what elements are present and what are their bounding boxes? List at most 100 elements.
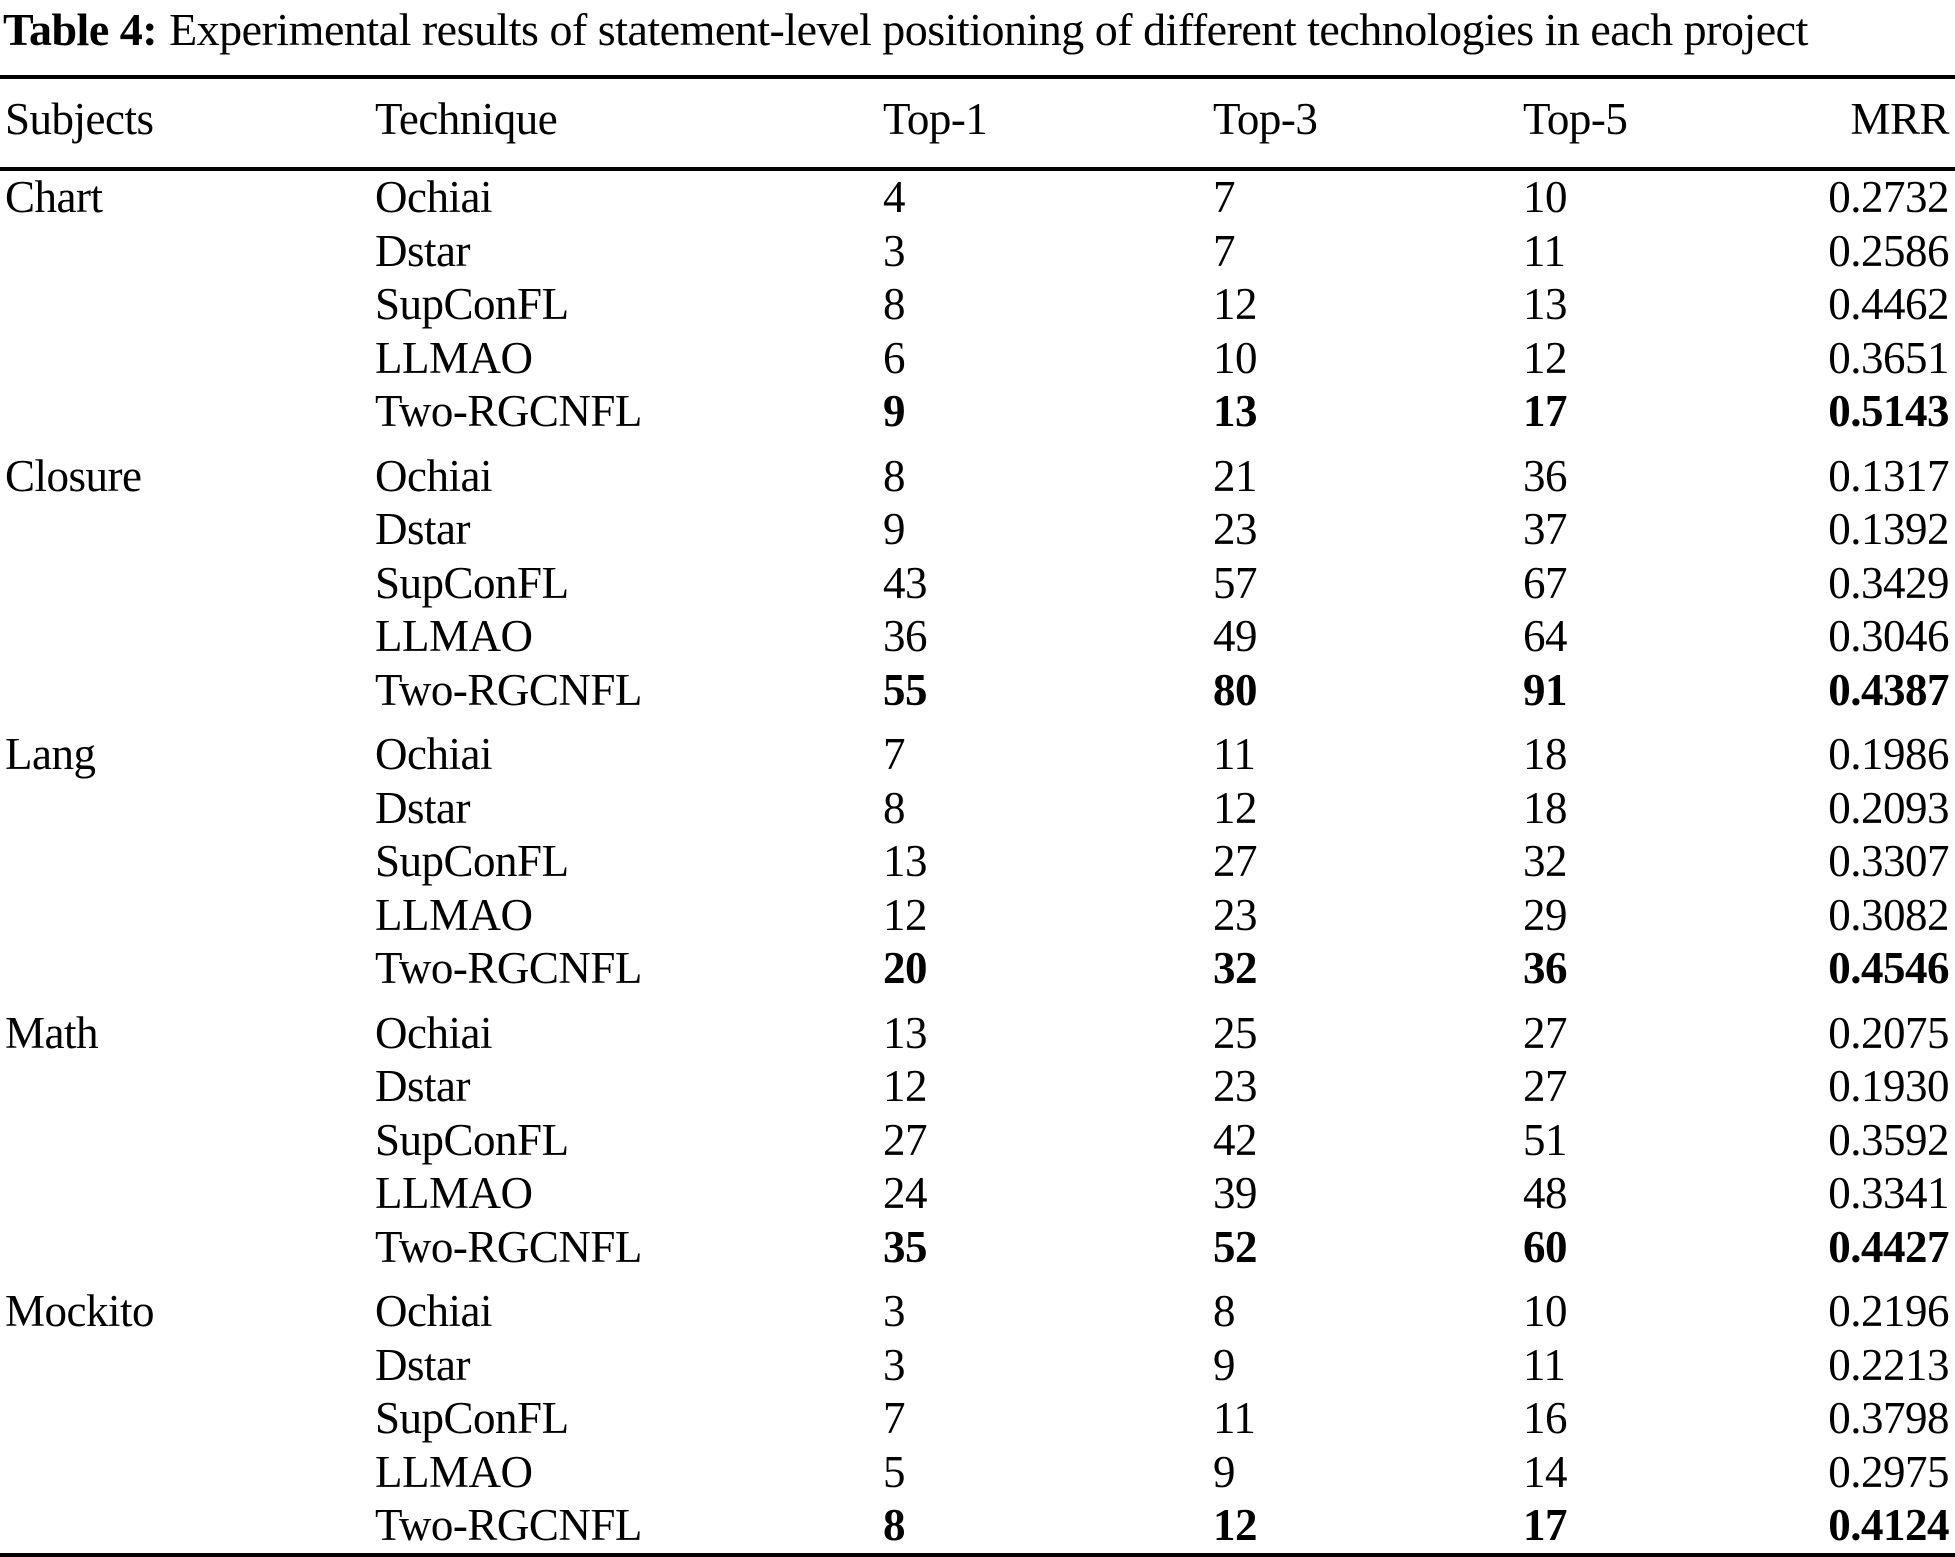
- cell-mrr: 0.3651: [1828, 332, 1949, 383]
- header-row: Subjects Technique Top-1 Top-3 Top-5 MRR: [0, 77, 1955, 171]
- cell-top3: 23: [1213, 504, 1258, 554]
- cell-top1: 3: [883, 1286, 906, 1336]
- cell-technique: Ochiai: [375, 1286, 492, 1336]
- cell-top1: 12: [883, 889, 928, 940]
- cell-top3: 57: [1213, 557, 1258, 608]
- cell-subject: [0, 1446, 375, 1500]
- table-row: Dstar 12 23 27 0.1930: [0, 1060, 1955, 1114]
- cell-top3: 23: [1213, 1061, 1258, 1111]
- cell-subject: Math: [5, 1007, 99, 1058]
- column-header-top3: Top-3: [1213, 77, 1523, 171]
- cell-top1: 4: [883, 172, 906, 222]
- table-body: Chart Ochiai 4 7 10 0.2732 Dstar 3 7 11 0.2586 SupC…: [0, 169, 1955, 1555]
- cell-subject: [0, 664, 375, 718]
- cell-technique: Dstar: [375, 1061, 470, 1111]
- cell-top5: 16: [1523, 1393, 1568, 1443]
- cell-top3: 9: [1213, 1339, 1236, 1390]
- cell-top1: 24: [883, 1168, 928, 1218]
- table-row: Math Ochiai 13 25 27 0.2075: [0, 996, 1955, 1061]
- cell-subject: [0, 225, 375, 279]
- cell-subject: [0, 1499, 375, 1555]
- cell-top3: 49: [1213, 611, 1258, 661]
- cell-top5: 36: [1523, 943, 1568, 993]
- table-row: Dstar 9 23 37 0.1392: [0, 503, 1955, 557]
- cell-top5: 13: [1523, 279, 1568, 329]
- cell-mrr: 0.5143: [1828, 386, 1949, 436]
- cell-top5: 11: [1523, 225, 1566, 276]
- cell-top3: 13: [1213, 386, 1258, 436]
- cell-top3: 7: [1213, 172, 1236, 222]
- cell-technique: Ochiai: [375, 729, 492, 779]
- cell-top1: 36: [883, 611, 928, 661]
- cell-top5: 29: [1523, 889, 1568, 940]
- table-row: Dstar 3 9 11 0.2213: [0, 1339, 1955, 1393]
- cell-top5: 60: [1523, 1221, 1568, 1272]
- table-row: LLMAO 12 23 29 0.3082: [0, 889, 1955, 943]
- cell-mrr: 0.2075: [1828, 1007, 1949, 1058]
- cell-technique: Dstar: [375, 1339, 470, 1390]
- table-row: Closure Ochiai 8 21 36 0.1317: [0, 439, 1955, 504]
- table-header: Subjects Technique Top-1 Top-3 Top-5 MRR: [0, 77, 1955, 171]
- cell-top5: 17: [1523, 386, 1568, 436]
- cell-technique: LLMAO: [375, 332, 533, 383]
- cell-subject: Lang: [5, 729, 96, 779]
- cell-top1: 5: [883, 1446, 906, 1497]
- table-row: Mockito Ochiai 3 8 10 0.2196: [0, 1274, 1955, 1339]
- cell-top5: 12: [1523, 332, 1568, 383]
- cell-subject: [0, 835, 375, 889]
- table-row: Two-RGCNFL 20 32 36 0.4546: [0, 942, 1955, 996]
- cell-top5: 32: [1523, 836, 1568, 886]
- cell-top3: 80: [1213, 664, 1258, 715]
- column-header-top1: Top-1: [883, 77, 1213, 171]
- cell-top1: 12: [883, 1061, 928, 1111]
- cell-top5: 48: [1523, 1168, 1568, 1218]
- cell-technique: SupConFL: [375, 836, 569, 886]
- cell-subject: [0, 385, 375, 439]
- table-row: Two-RGCNFL 9 13 17 0.5143: [0, 385, 1955, 439]
- cell-top1: 35: [883, 1221, 928, 1272]
- cell-mrr: 0.2586: [1828, 225, 1949, 276]
- cell-top5: 91: [1523, 664, 1568, 715]
- table-row: Dstar 3 7 11 0.2586: [0, 225, 1955, 279]
- cell-subject: [0, 610, 375, 664]
- column-header-top5: Top-5: [1523, 77, 1828, 171]
- cell-mrr: 0.4462: [1828, 279, 1949, 329]
- cell-top3: 12: [1213, 782, 1258, 833]
- cell-technique: Ochiai: [375, 1007, 492, 1058]
- cell-top1: 8: [883, 450, 906, 501]
- table-row: Lang Ochiai 7 11 18 0.1986: [0, 717, 1955, 782]
- cell-subject: [0, 1167, 375, 1221]
- cell-technique: Dstar: [375, 782, 470, 833]
- cell-subject: [0, 889, 375, 943]
- cell-mrr: 0.2975: [1828, 1446, 1949, 1497]
- cell-top5: 67: [1523, 557, 1568, 608]
- table-row: Two-RGCNFL 35 52 60 0.4427: [0, 1221, 1955, 1275]
- caption-text: Experimental results of statement-level …: [169, 4, 1808, 55]
- cell-mrr: 0.3798: [1828, 1393, 1949, 1443]
- cell-subject: Chart: [5, 172, 103, 222]
- cell-technique: Dstar: [375, 225, 470, 276]
- table-row: LLMAO 36 49 64 0.3046: [0, 610, 1955, 664]
- cell-technique: Ochiai: [375, 450, 492, 501]
- cell-top5: 27: [1523, 1007, 1568, 1058]
- cell-technique: Two-RGCNFL: [375, 1500, 642, 1550]
- cell-subject: [0, 1392, 375, 1446]
- column-header-subjects: Subjects: [0, 77, 375, 171]
- cell-technique: SupConFL: [375, 557, 569, 608]
- cell-top1: 13: [883, 836, 928, 886]
- cell-subject: [0, 1114, 375, 1168]
- cell-top1: 7: [883, 1393, 906, 1443]
- cell-top5: 10: [1523, 172, 1568, 222]
- cell-top3: 52: [1213, 1221, 1258, 1272]
- table-row: SupConFL 7 11 16 0.3798: [0, 1392, 1955, 1446]
- cell-top5: 18: [1523, 729, 1568, 779]
- cell-top1: 6: [883, 332, 906, 383]
- results-table: Subjects Technique Top-1 Top-3 Top-5 MRR…: [0, 75, 1955, 1557]
- cell-top5: 51: [1523, 1114, 1568, 1165]
- cell-top1: 9: [883, 504, 906, 554]
- caption-label: Table 4:: [3, 4, 158, 55]
- table-row: Two-RGCNFL 8 12 17 0.4124: [0, 1499, 1955, 1555]
- cell-top1: 55: [883, 664, 928, 715]
- cell-top5: 11: [1523, 1339, 1566, 1390]
- cell-technique: SupConFL: [375, 1393, 569, 1443]
